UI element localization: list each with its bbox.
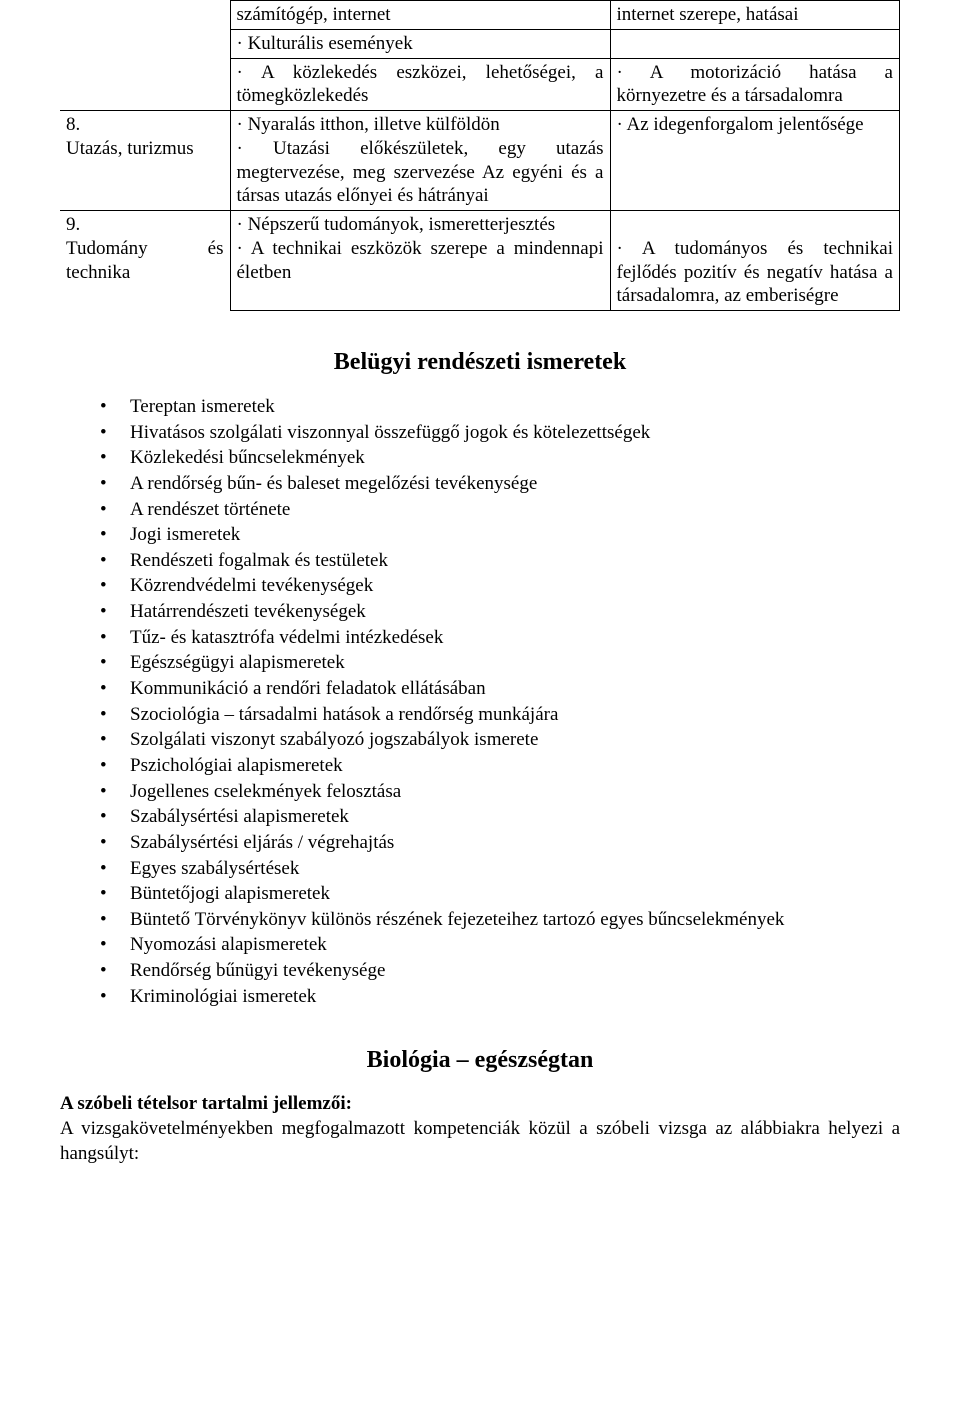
footer-block: A szóbeli tételsor tartalmi jellemzői: A…	[60, 1092, 900, 1166]
list-item: Közlekedési bűncselekmények	[100, 445, 900, 471]
list-item: Kriminológiai ismeretek	[100, 984, 900, 1010]
list-item: A rendészet története	[100, 497, 900, 523]
cell-right: · A tudományos és technikai fejlődés poz…	[610, 211, 900, 311]
topic-label-8: 8.Utazás, turizmus	[60, 111, 230, 211]
list-item: Egészségügyi alapismeretek	[100, 650, 900, 676]
footer-bold-line: A szóbeli tételsor tartalmi jellemzői:	[60, 1092, 900, 1117]
list-item: Egyes szabálysértések	[100, 856, 900, 882]
list-item: Büntetőjogi alapismeretek	[100, 881, 900, 907]
cell-right	[610, 29, 900, 58]
cell-right: · Az idegenforgalom jelentősége	[610, 111, 900, 211]
list-item: Hivatásos szolgálati viszonnyal összefüg…	[100, 420, 900, 446]
cell-right: · A motorizáció hatása a környezetre és …	[610, 58, 900, 111]
list-item: Büntető Törvénykönyv különös részének fe…	[100, 907, 900, 933]
list-item: Közrendvédelmi tevékenységek	[100, 573, 900, 599]
cell-mid: · A közlekedés eszközei, lehetőségei, a …	[230, 58, 610, 111]
list-item: A rendőrség bűn- és baleset megelőzési t…	[100, 471, 900, 497]
topic-table: számítógép, internet internet szerepe, h…	[60, 0, 900, 311]
section1-bullet-list: Tereptan ismeretekHivatásos szolgálati v…	[60, 394, 900, 1009]
list-item: Tűz- és katasztrófa védelmi intézkedések	[100, 625, 900, 651]
footer-body-line: A vizsgakövetelményekben megfogalmazott …	[60, 1117, 900, 1166]
list-item: Tereptan ismeretek	[100, 394, 900, 420]
list-item: Jogi ismeretek	[100, 522, 900, 548]
cell-mid: számítógép, internet	[230, 1, 610, 30]
topic-label-empty	[60, 1, 230, 111]
list-item: Szolgálati viszonyt szabályozó jogszabál…	[100, 727, 900, 753]
list-item: Szabálysértési eljárás / végrehajtás	[100, 830, 900, 856]
cell-right: internet szerepe, hatásai	[610, 1, 900, 30]
list-item: Rendőrség bűnügyi tevékenysége	[100, 958, 900, 984]
table-row: 8.Utazás, turizmus · Nyaralás itthon, il…	[60, 111, 900, 211]
section2-heading: Biológia – egészségtan	[60, 1047, 900, 1074]
list-item: Rendészeti fogalmak és testületek	[100, 548, 900, 574]
cell-mid: · Nyaralás itthon, illetve külföldön· Ut…	[230, 111, 610, 211]
list-item: Szociológia – társadalmi hatások a rendő…	[100, 702, 900, 728]
cell-mid: · Népszerű tudományok, ismeretterjesztés…	[230, 211, 610, 311]
cell-mid: · Kulturális események	[230, 29, 610, 58]
list-item: Határrendészeti tevékenységek	[100, 599, 900, 625]
document-page: számítógép, internet internet szerepe, h…	[0, 0, 960, 1206]
section1-heading: Belügyi rendészeti ismeretek	[60, 349, 900, 376]
list-item: Szabálysértési alapismeretek	[100, 804, 900, 830]
topic-label-9: 9.Tudomány és technika	[60, 211, 230, 311]
list-item: Jogellenes cselekmények felosztása	[100, 779, 900, 805]
list-item: Kommunikáció a rendőri feladatok ellátás…	[100, 676, 900, 702]
table-row: számítógép, internet internet szerepe, h…	[60, 1, 900, 30]
list-item: Nyomozási alapismeretek	[100, 932, 900, 958]
table-row: 9.Tudomány és technika · Népszerű tudomá…	[60, 211, 900, 311]
list-item: Pszichológiai alapismeretek	[100, 753, 900, 779]
